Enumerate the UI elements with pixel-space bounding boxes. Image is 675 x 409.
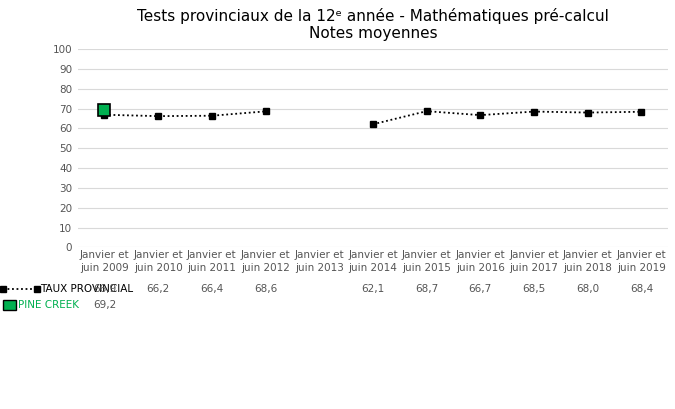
Text: PINE CREEK: PINE CREEK <box>18 300 78 310</box>
Text: 68,6: 68,6 <box>254 284 277 294</box>
Text: 69,2: 69,2 <box>93 300 116 310</box>
Text: 66,4: 66,4 <box>200 284 223 294</box>
Text: 68,0: 68,0 <box>576 284 599 294</box>
Text: 66,7: 66,7 <box>468 284 492 294</box>
Text: 68,5: 68,5 <box>522 284 545 294</box>
Text: TAUX PROVINCIAL: TAUX PROVINCIAL <box>40 284 134 294</box>
Text: 68,4: 68,4 <box>630 284 653 294</box>
Text: 68,7: 68,7 <box>415 284 438 294</box>
Text: 66,9: 66,9 <box>93 284 116 294</box>
Text: 62,1: 62,1 <box>361 284 385 294</box>
Text: 66,2: 66,2 <box>146 284 170 294</box>
Title: Tests provinciaux de la 12ᵉ année - Mathématiques pré-calcul
Notes moyennes: Tests provinciaux de la 12ᵉ année - Math… <box>137 8 609 41</box>
